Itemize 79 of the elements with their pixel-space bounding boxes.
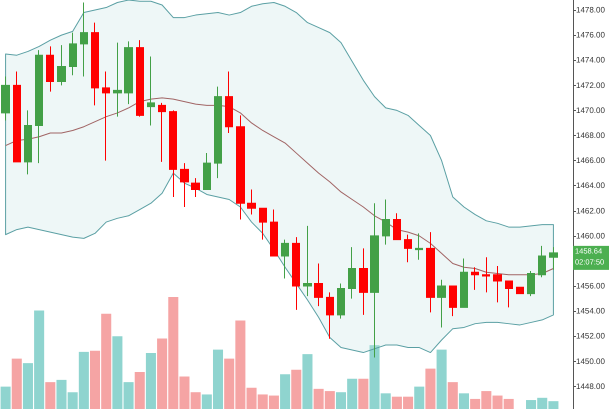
y-tick-label: 1450.00 bbox=[576, 356, 606, 366]
bar bbox=[0, 386, 11, 409]
candlestick bbox=[69, 32, 77, 76]
candlestick bbox=[102, 71, 110, 162]
candlestick bbox=[247, 188, 256, 216]
candlestick bbox=[314, 262, 323, 307]
candlestick bbox=[169, 110, 177, 198]
candlestick bbox=[482, 256, 490, 293]
candlestick bbox=[180, 162, 189, 208]
y-tick-label: 1452.00 bbox=[576, 332, 606, 341]
bar bbox=[458, 393, 469, 409]
candlestick bbox=[281, 239, 289, 280]
candlestick bbox=[292, 236, 300, 310]
candlestick bbox=[415, 232, 423, 260]
bar bbox=[12, 358, 22, 409]
candlestick bbox=[493, 265, 502, 303]
y-tick-label: 1474.00 bbox=[576, 56, 606, 65]
bar bbox=[280, 374, 290, 409]
candlestick bbox=[359, 248, 368, 316]
candlestick bbox=[449, 286, 457, 317]
candlestick bbox=[158, 102, 166, 162]
y-tick-label: 1464.00 bbox=[576, 181, 606, 190]
candlestick bbox=[91, 22, 99, 106]
candlestick bbox=[404, 234, 412, 263]
candlestick bbox=[437, 279, 446, 328]
candlestick bbox=[124, 40, 133, 105]
y-tick-label: 1462.00 bbox=[576, 206, 606, 216]
y-tick-label: 1468.00 bbox=[576, 130, 606, 140]
y-tick-label: 1454.00 bbox=[576, 306, 606, 316]
y-tick-label: 1466.00 bbox=[576, 156, 606, 166]
candlestick bbox=[259, 208, 267, 240]
y-tick-label: 1460.00 bbox=[576, 231, 606, 240]
candlestick bbox=[393, 212, 401, 240]
candlestick bbox=[527, 270, 535, 297]
candlestick bbox=[505, 280, 513, 308]
candlestick bbox=[57, 44, 66, 86]
candlestick bbox=[337, 283, 345, 320]
candlestick bbox=[35, 50, 43, 164]
candlestick bbox=[382, 198, 390, 246]
candlestick bbox=[13, 71, 21, 162]
bar bbox=[146, 353, 156, 409]
y-tick-label: 1470.00 bbox=[576, 106, 606, 115]
y-tick-label: 1476.00 bbox=[576, 30, 606, 40]
candlestick bbox=[203, 152, 211, 190]
candlestick bbox=[46, 46, 54, 92]
candlestick bbox=[136, 40, 144, 118]
y-tick-label: 1448.00 bbox=[576, 382, 606, 391]
y-tick-label: 1478.00 bbox=[576, 6, 606, 15]
bar bbox=[448, 382, 458, 409]
candlestick bbox=[24, 110, 32, 175]
candlestick bbox=[426, 232, 435, 313]
candlestick bbox=[460, 258, 468, 308]
candlestick bbox=[348, 246, 356, 300]
candlestick bbox=[270, 209, 278, 256]
bar bbox=[45, 382, 56, 409]
y-tick-label: 1472.00 bbox=[576, 80, 606, 90]
candlestick bbox=[303, 225, 312, 297]
bar bbox=[358, 378, 368, 409]
candlestick bbox=[113, 42, 122, 118]
candlestick bbox=[1, 76, 10, 121]
candlestick bbox=[214, 86, 222, 179]
candlestick bbox=[80, 2, 88, 78]
bar bbox=[291, 370, 302, 409]
bar bbox=[425, 368, 436, 409]
candlestick bbox=[538, 245, 546, 278]
candlestick bbox=[191, 178, 200, 198]
line-series bbox=[5, 97, 554, 276]
y-tick-label: 1456.00 bbox=[576, 282, 606, 291]
candlestick bbox=[225, 71, 233, 134]
bar bbox=[134, 372, 145, 409]
candlestick bbox=[549, 246, 558, 270]
bar bbox=[414, 386, 424, 409]
candlestick bbox=[326, 292, 334, 340]
bar bbox=[302, 354, 312, 409]
candlestick bbox=[236, 114, 245, 220]
candlestick bbox=[147, 56, 155, 126]
candlestick bbox=[516, 286, 524, 294]
candlestick bbox=[471, 266, 479, 290]
bar bbox=[436, 350, 447, 409]
